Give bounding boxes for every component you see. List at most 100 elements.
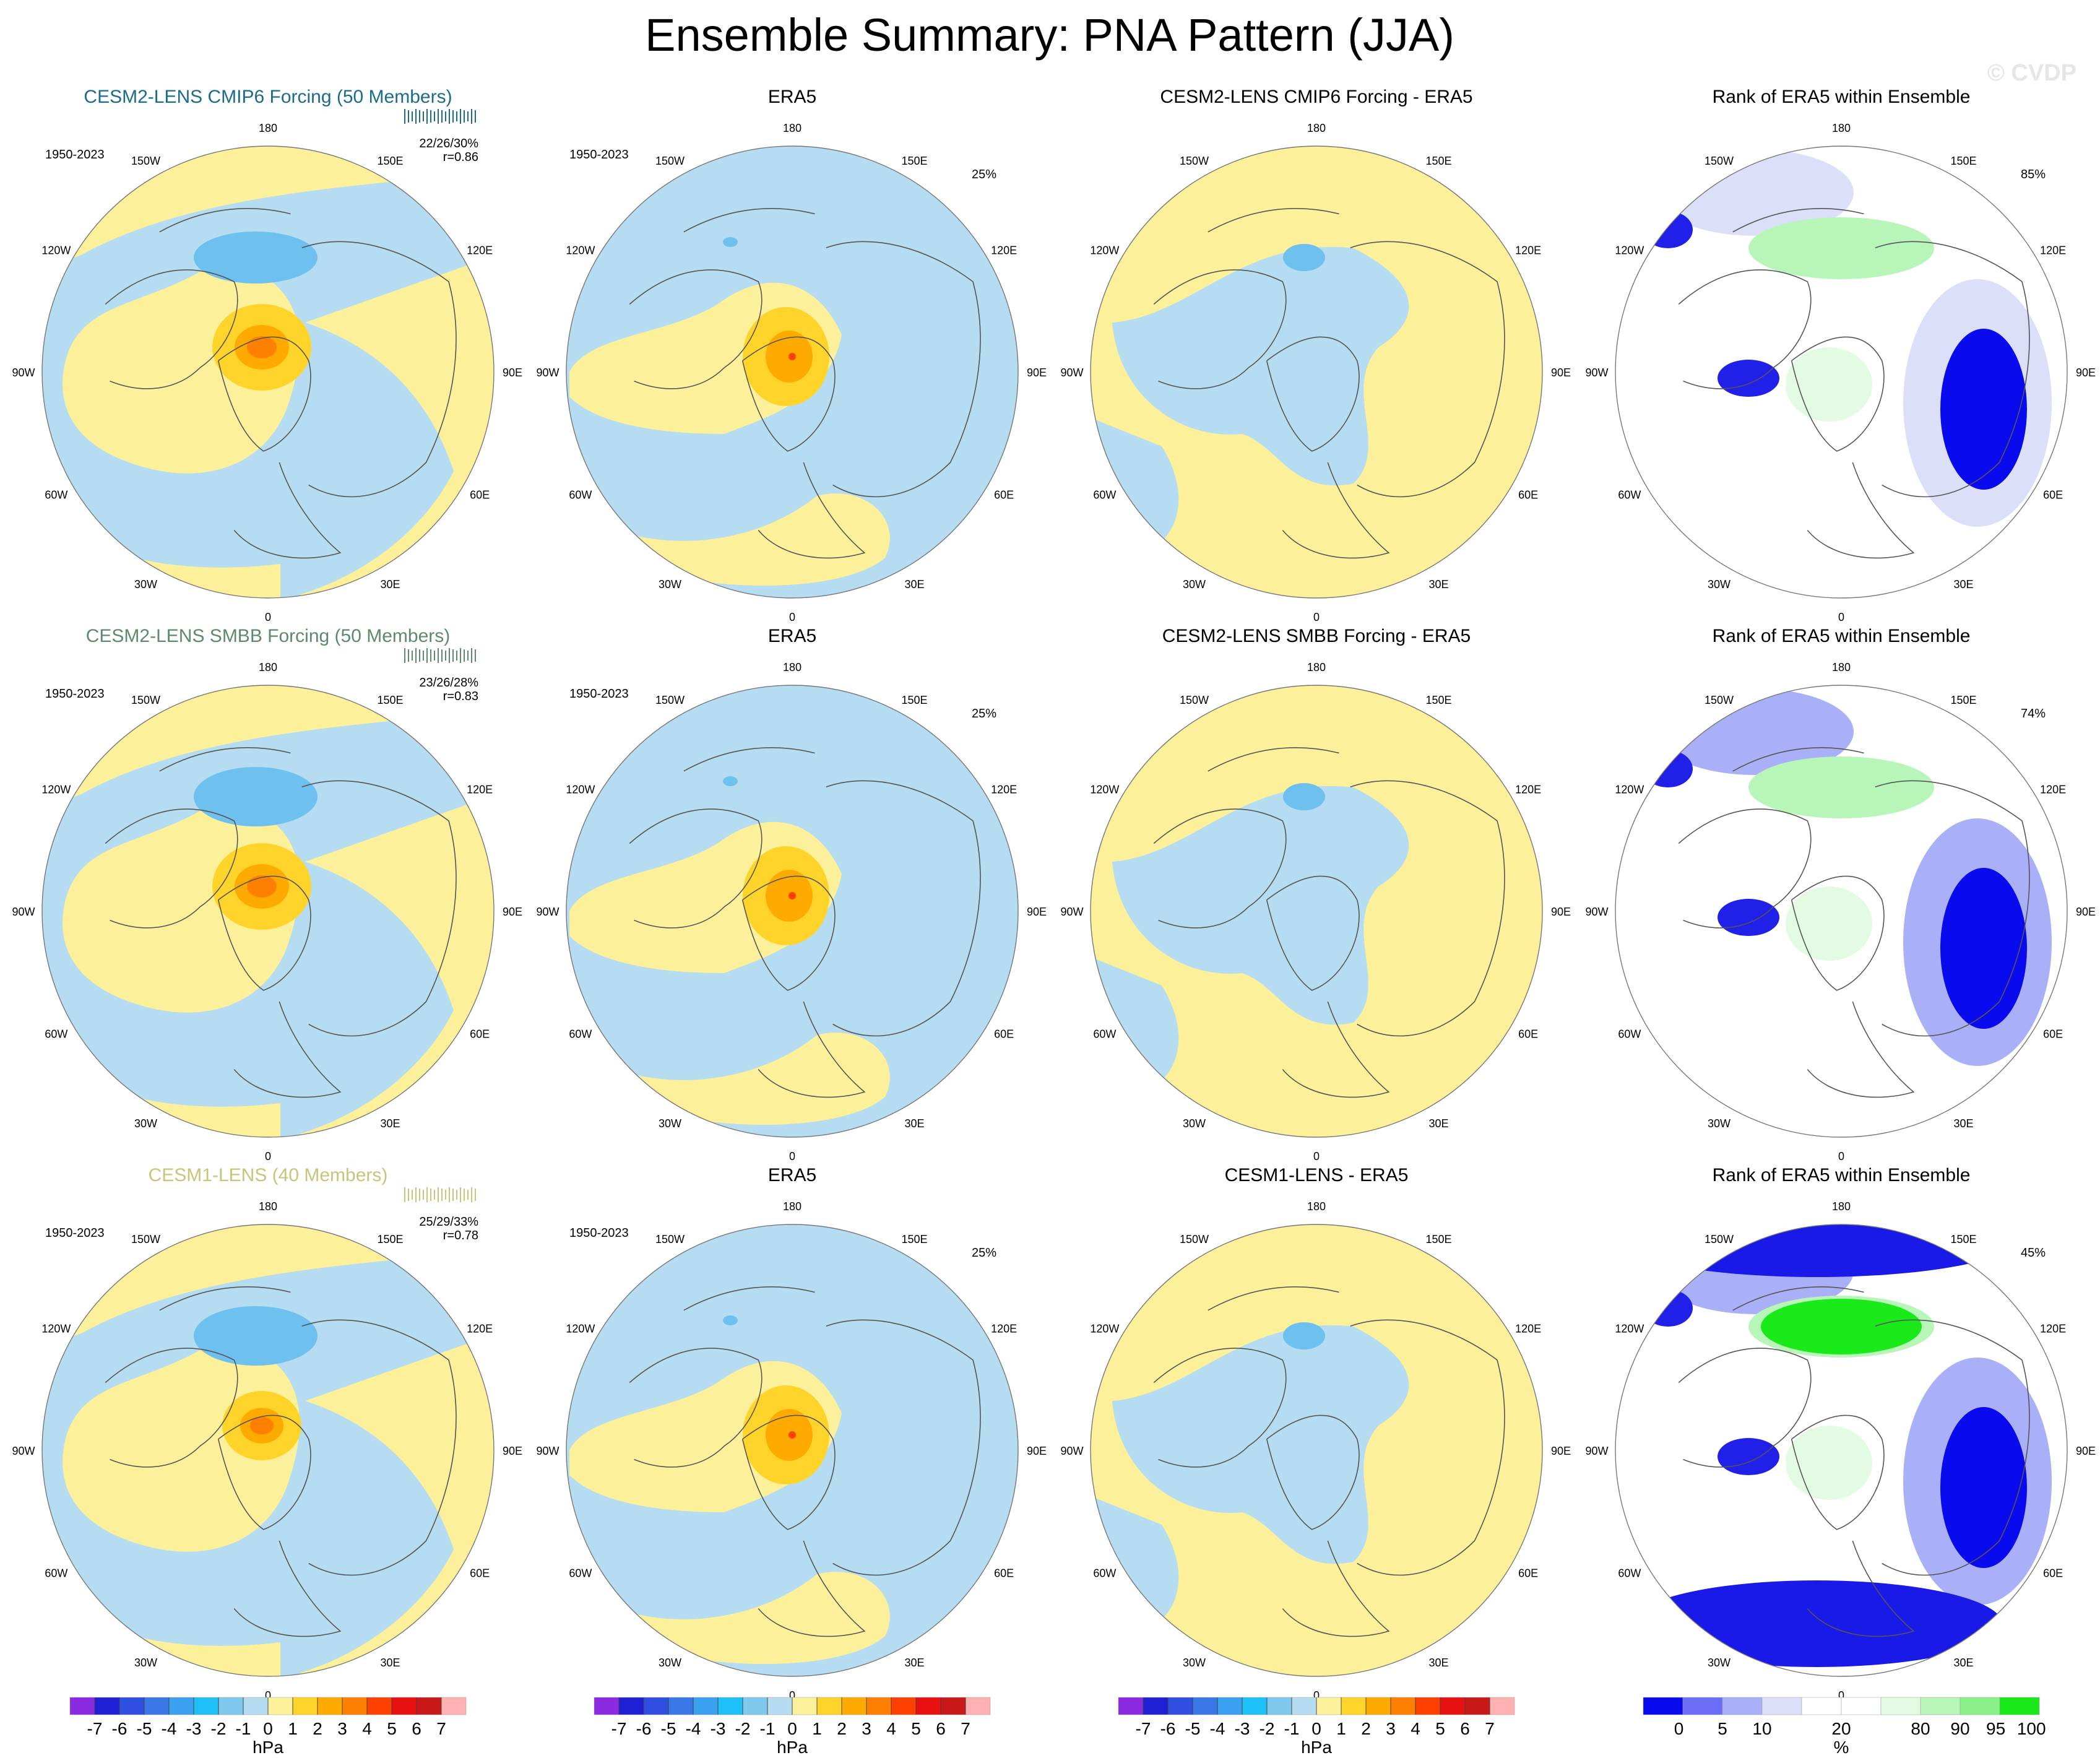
colorbar-tick-label: 100 — [2017, 1719, 2046, 1738]
period-label: 1950-2023 — [45, 1226, 105, 1240]
lon-label: 180 — [1832, 1200, 1851, 1213]
colorbar-swatch — [643, 1697, 669, 1715]
period-label: 1950-2023 — [569, 687, 629, 701]
colorbar-swatch — [267, 1697, 293, 1715]
ensemble-tick — [475, 1189, 476, 1201]
lon-label: 60W — [569, 1567, 592, 1580]
colorbar-tick-label: 7 — [1485, 1719, 1495, 1738]
map-fill — [1615, 1224, 2067, 1676]
rank-min-region — [1718, 360, 1779, 397]
lon-label: 120E — [467, 245, 493, 257]
coastline-0 — [105, 1348, 238, 1468]
coastline-3 — [233, 1540, 342, 1637]
map-panel-obs: 180 150E 120E 90E 60E 30E 0 30W 60W 90W 120W 150W ER… — [536, 626, 1047, 1163]
positive-region — [42, 1035, 280, 1137]
lon-label: 150W — [655, 155, 685, 167]
lon-label: 180 — [1307, 1200, 1326, 1213]
lon-label: 150E — [1425, 694, 1451, 706]
lon-label: 30W — [134, 1117, 157, 1130]
coastline-4 — [1208, 208, 1339, 233]
negative-core — [1283, 244, 1325, 271]
colorbar-swatch — [1242, 1697, 1268, 1715]
ensemble-tick — [445, 651, 446, 661]
lon-label: 90E — [1027, 366, 1047, 379]
ensemble-tick — [471, 1187, 472, 1202]
lon-label: 60W — [569, 1028, 592, 1041]
ensemble-tick — [452, 649, 454, 662]
coastline-1 — [1266, 1414, 1360, 1530]
colorbar-swatch — [193, 1697, 219, 1715]
map-fill — [1615, 685, 2067, 1137]
positive-region — [42, 496, 280, 598]
ensemble-tick — [404, 648, 405, 663]
colorbar-swatch — [841, 1697, 867, 1715]
ensemble-tick — [460, 648, 461, 663]
lon-label: 150W — [655, 694, 685, 706]
coastline-2 — [301, 780, 457, 1037]
lon-label: 60W — [1093, 489, 1116, 501]
lon-label: 150E — [901, 1233, 927, 1245]
colorbar-swatch — [891, 1697, 917, 1715]
ensemble-tick — [412, 651, 413, 661]
lon-label: 120E — [1515, 1323, 1541, 1335]
colorbar-swatch — [767, 1697, 793, 1715]
lon-label: 30W — [1708, 1657, 1731, 1669]
correlation-label: r=0.78 — [443, 1229, 478, 1242]
coastline-3 — [1282, 1001, 1390, 1098]
lon-label: 0 — [265, 1689, 271, 1702]
lon-label: 60W — [1093, 1028, 1116, 1041]
period-label: 1950-2023 — [569, 148, 629, 162]
map-border — [1615, 145, 2068, 599]
coastline-0 — [105, 808, 238, 929]
lon-label: 150W — [655, 1233, 685, 1245]
correlation-label: r=0.83 — [443, 690, 478, 703]
lon-label: 90W — [12, 366, 35, 379]
lon-label: 120E — [2040, 784, 2066, 796]
lon-label: 30W — [659, 1657, 681, 1669]
lon-label: 120E — [1515, 245, 1541, 257]
panel-title: CESM2-LENS SMBB Forcing - ERA5 — [1162, 626, 1471, 646]
pct-label: 25% — [972, 707, 996, 721]
coastline-2 — [826, 241, 981, 498]
panel-title: Rank of ERA5 within Ensemble — [1713, 87, 1971, 107]
ensemble-tick — [460, 109, 461, 124]
coastline-2 — [1350, 241, 1505, 498]
lon-label: 0 — [1313, 611, 1320, 623]
lon-label: 120W — [41, 245, 71, 257]
coastline-3 — [758, 1540, 866, 1637]
coastline-0 — [1153, 269, 1287, 389]
lon-label: 90E — [2076, 906, 2096, 918]
coastline-1 — [741, 875, 836, 991]
period-label: 1950-2023 — [45, 148, 105, 162]
lon-label: 150W — [1180, 694, 1209, 706]
colorbar-tick-label: 0 — [787, 1719, 797, 1738]
coastline-0 — [629, 1348, 763, 1468]
colorbar-tick-label: 7 — [961, 1719, 970, 1738]
lon-label: 0 — [265, 1150, 271, 1163]
colorbar-swatch — [168, 1697, 194, 1715]
lon-label: 0 — [789, 1689, 795, 1702]
map-border — [1615, 1224, 2068, 1677]
ensemble-tick — [449, 109, 450, 124]
map-border — [41, 1224, 495, 1677]
colorbar-swatch — [243, 1697, 269, 1715]
map-panel-rank: 180 150E 120E 90E 60E 30E 0 30W 60W 90W 120W 150W Ra… — [1585, 626, 2096, 1163]
colorbar-swatch — [792, 1697, 818, 1715]
coastline-2 — [1875, 780, 2030, 1037]
coastline-4 — [683, 747, 815, 772]
coastline-0 — [1678, 269, 1812, 389]
lon-label: 30E — [380, 578, 400, 591]
pct-label: 25% — [972, 168, 996, 181]
ensemble-tick — [408, 649, 409, 662]
coastline-3 — [1807, 462, 1915, 559]
lon-label: 30W — [1183, 1657, 1206, 1669]
map-fill — [42, 146, 494, 598]
coastline-0 — [1153, 808, 1287, 929]
negative-core — [1283, 783, 1325, 810]
coastline-1 — [741, 1414, 836, 1530]
map-fill — [1615, 146, 2067, 598]
colorbar-unit-label: % — [1834, 1738, 1849, 1757]
ensemble-tick — [430, 649, 431, 662]
ensemble-tick — [475, 110, 476, 123]
lon-label: 120W — [1615, 1323, 1644, 1335]
